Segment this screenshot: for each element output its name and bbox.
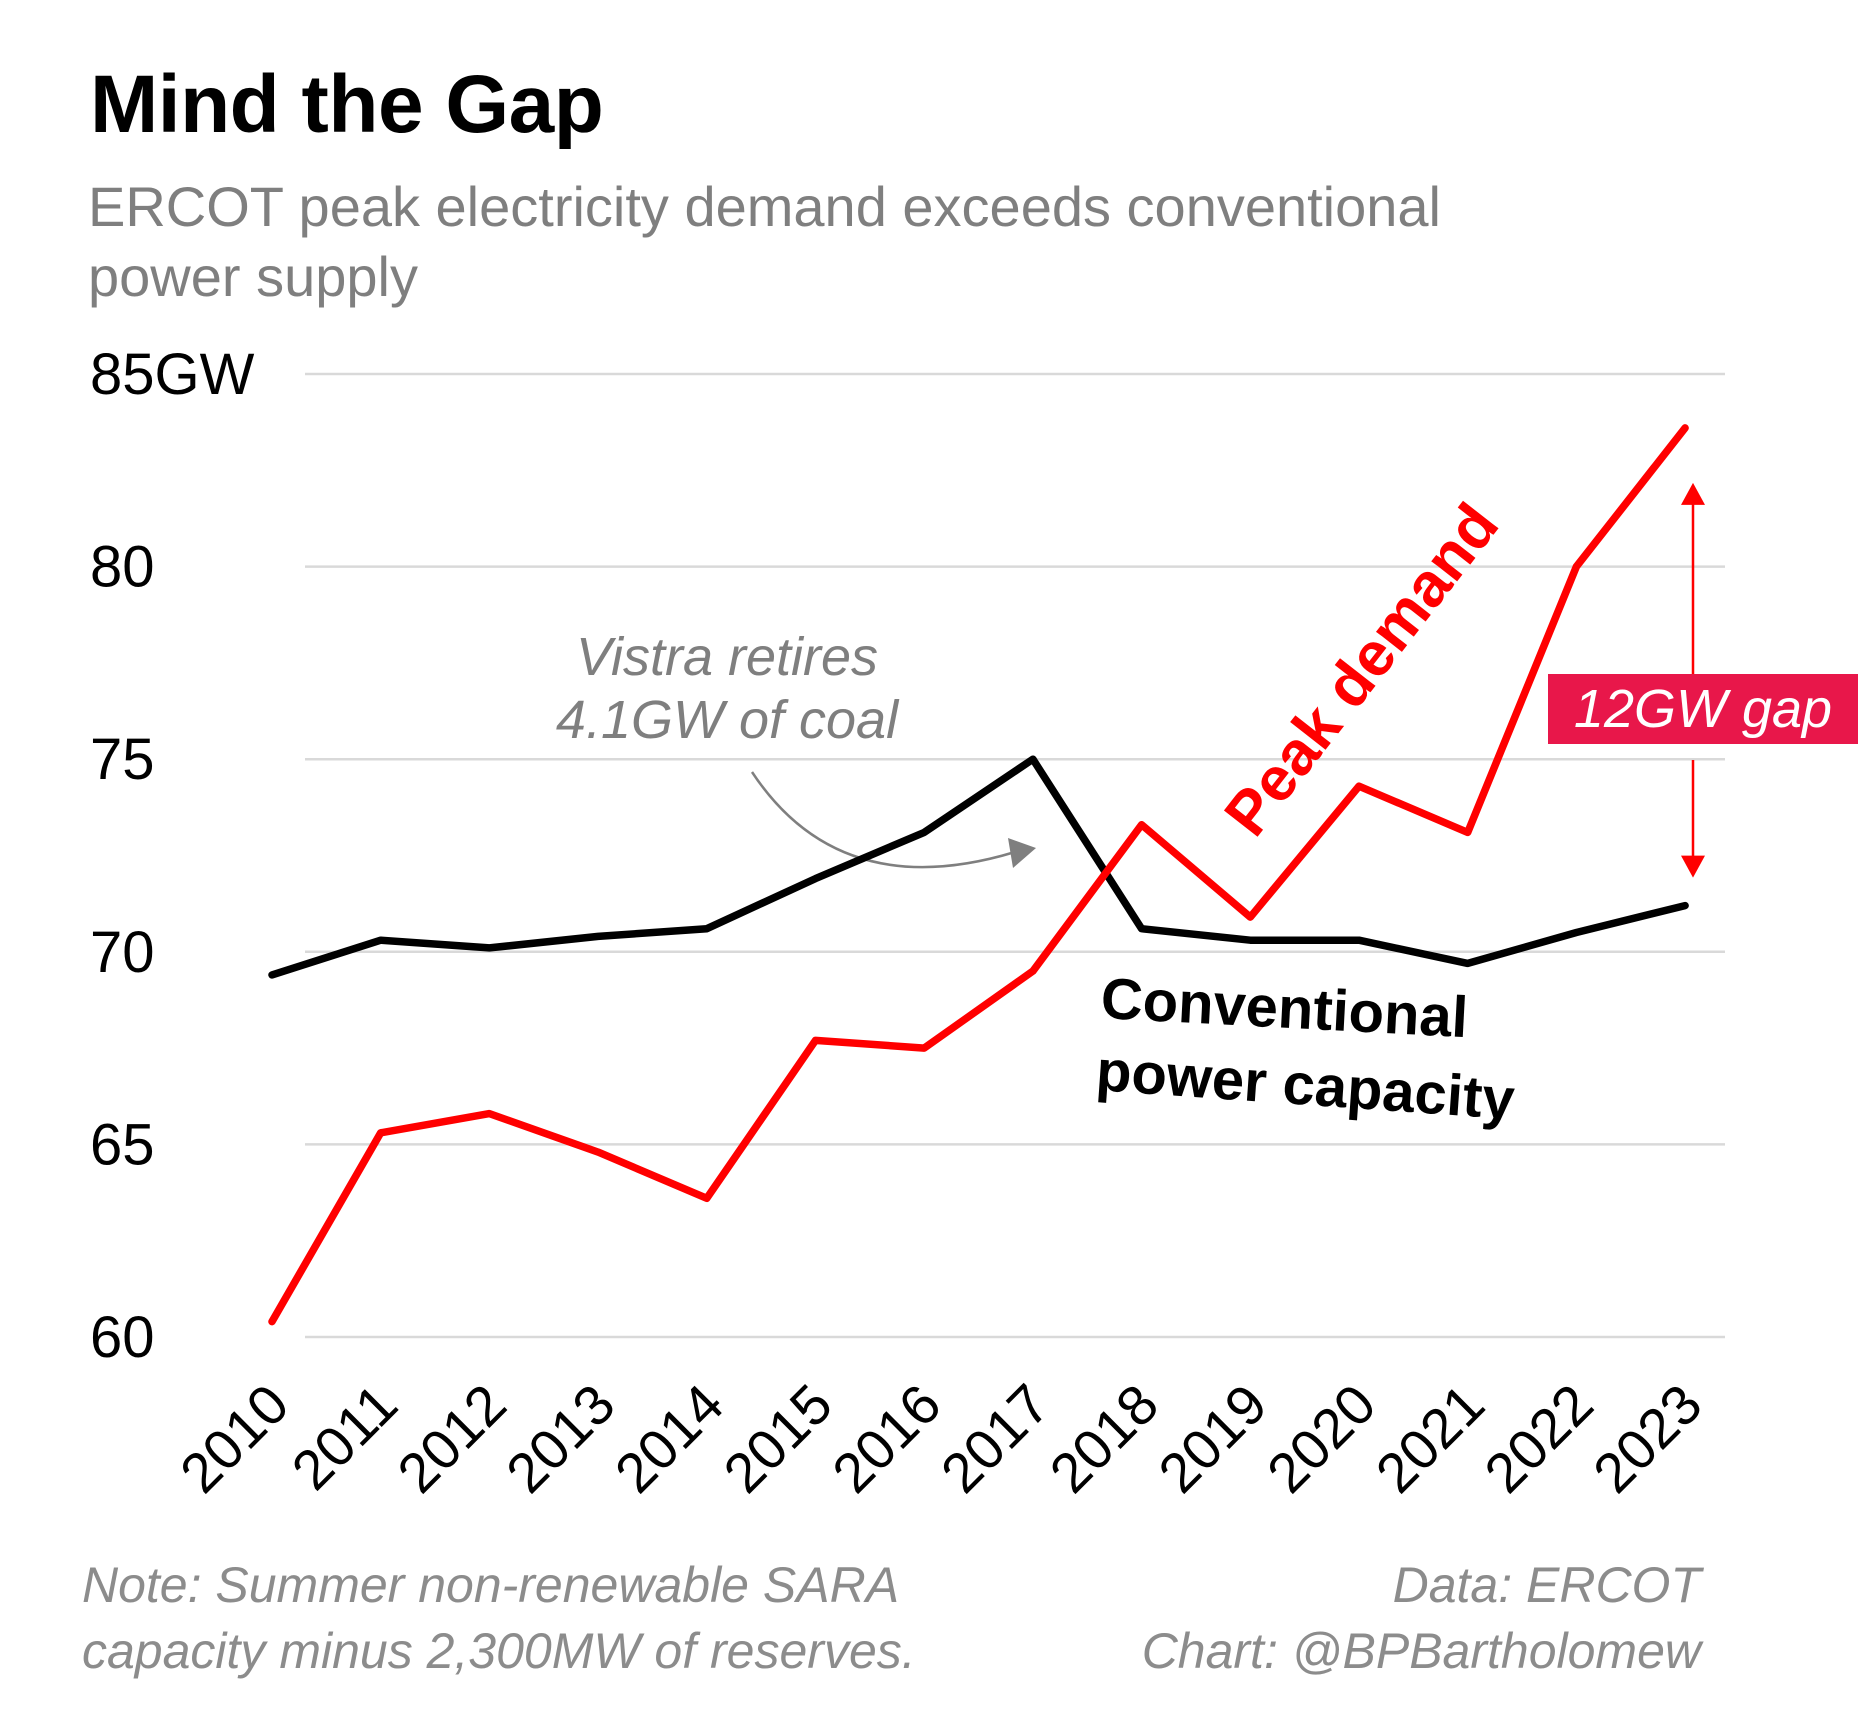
x-tick-label: 2020 — [1255, 1372, 1388, 1505]
x-tick-label: 2017 — [929, 1372, 1062, 1505]
vistra-annotation-line: 4.1GW of coal — [556, 690, 900, 750]
chart-subtitle: ERCOT peak electricity demand exceeds co… — [88, 175, 1441, 308]
x-tick-label: 2016 — [820, 1372, 953, 1505]
x-tick-label: 2021 — [1364, 1372, 1497, 1505]
vistra-arrowhead-icon — [1008, 838, 1036, 868]
footnote: Note: Summer non-renewable SARA capacity… — [82, 1552, 916, 1684]
conventional-capacity-line — [268, 755, 1689, 979]
credit-data-source: Data: ERCOT — [1392, 1557, 1701, 1613]
x-axis-tick-labels: 2010201120122013201420152016201720182019… — [168, 1372, 1714, 1505]
x-tick-label: 2022 — [1472, 1372, 1605, 1505]
x-tick-label: 2012 — [385, 1372, 518, 1505]
x-tick-label: 2019 — [1146, 1372, 1279, 1505]
vistra-annotation-line: Vistra retires — [576, 627, 878, 687]
chart-title: Mind the Gap — [90, 59, 604, 150]
gap-arrow-down-icon — [1681, 855, 1705, 878]
y-tick-label: 80 — [90, 535, 155, 600]
x-tick-label: 2018 — [1037, 1372, 1170, 1505]
footnote-line-2: capacity minus 2,300MW of reserves. — [82, 1623, 916, 1679]
y-tick-label: 75 — [90, 727, 155, 792]
y-tick-label: 65 — [90, 1112, 155, 1177]
x-tick-label: 2015 — [711, 1372, 844, 1505]
conventional-capacity-label-line-2: power capacity — [1094, 1038, 1517, 1132]
gridlines — [305, 372, 1725, 1339]
gap-label-box — [1548, 674, 1858, 744]
y-tick-label: 85GW — [90, 342, 255, 407]
gap-arrow-up-icon — [1681, 482, 1705, 505]
x-tick-label: 2023 — [1581, 1372, 1714, 1505]
x-tick-label: 2010 — [168, 1372, 301, 1505]
peak-demand-label: Peak demand — [1212, 491, 1512, 848]
source-credit: Data: ERCOT Chart: @BPBartholomew — [1142, 1552, 1701, 1684]
x-tick-label: 2013 — [494, 1372, 627, 1505]
conventional-capacity-label-line-1: Conventional — [1099, 966, 1469, 1050]
gap-label: 12GW gap — [1574, 679, 1832, 739]
x-tick-label: 2011 — [279, 1372, 409, 1502]
x-tick-label: 2014 — [603, 1372, 736, 1505]
credit-author: Chart: @BPBartholomew — [1141, 1623, 1701, 1679]
footnote-line-1: Note: Summer non-renewable SARA — [82, 1557, 900, 1613]
peak-demand-line — [268, 424, 1689, 1326]
y-tick-label: 70 — [90, 920, 155, 985]
y-tick-label: 60 — [90, 1305, 155, 1370]
y-axis-tick-labels: 60 65 70 75 80 85GW — [90, 342, 255, 1370]
series-lines — [268, 424, 1689, 1326]
